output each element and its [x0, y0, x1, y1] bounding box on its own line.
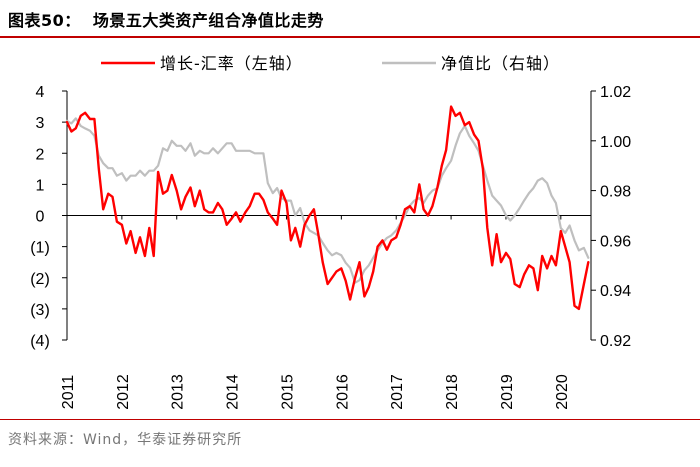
right-tick-label: 1.02: [600, 84, 631, 101]
axes: 4 3 2 1 0 (1) (2) (3) (4) 1.02 1.00 0.98 0.96 0.94 0.9…: [30, 84, 631, 410]
left-tick-label: (4): [30, 333, 50, 350]
right-tick-label: 0.92: [600, 333, 631, 350]
x-tick-label: 2013: [170, 374, 187, 410]
right-tick-label: 0.96: [600, 233, 631, 250]
series-layer: [65, 105, 590, 311]
left-tick-label: 3: [36, 115, 45, 132]
x-tick-label: 2014: [225, 374, 242, 410]
chart-title: 图表50： 场景五大类资产组合净值比走势: [8, 11, 324, 30]
legend-growth-fx-label: 增长-汇率（左轴）: [160, 54, 303, 73]
x-tick-label: 2018: [444, 374, 461, 410]
right-tick-label: 1.00: [600, 134, 631, 151]
title-rule: [0, 36, 700, 38]
x-tick-label: 2011: [60, 375, 77, 410]
left-tick-label: (2): [30, 271, 50, 288]
x-tick-label: 2015: [279, 374, 296, 410]
series-line-growth-fx: [65, 105, 590, 311]
right-tick-label: 0.98: [600, 184, 631, 201]
x-tick-label: 2016: [334, 374, 351, 410]
left-tick-label: (3): [30, 302, 50, 319]
x-tick-label: 2019: [499, 374, 516, 410]
left-tick-label: 4: [36, 84, 45, 101]
footer-rule: [0, 419, 700, 420]
chart: 增长-汇率（左轴） 净值比（右轴） 4 3 2 1 0 (1) (2) (3) (4) 1.02 1.…: [30, 54, 631, 410]
x-tick-label: 2012: [115, 374, 132, 410]
legend-nav-ratio-label: 净值比（右轴）: [441, 54, 560, 73]
left-tick-label: 2: [36, 146, 45, 163]
left-tick-label: 0: [36, 209, 45, 226]
legend: 增长-汇率（左轴） 净值比（右轴）: [101, 54, 560, 73]
left-tick-label: 1: [36, 177, 45, 194]
x-tick-label: 2020: [554, 374, 571, 410]
series-line-nav-ratio: [65, 117, 590, 284]
left-tick-label: (1): [30, 240, 50, 257]
source-note: 资料来源：Wind，华泰证券研究所: [8, 432, 243, 448]
right-tick-label: 0.94: [600, 283, 631, 300]
x-tick-label: 2017: [389, 374, 406, 410]
